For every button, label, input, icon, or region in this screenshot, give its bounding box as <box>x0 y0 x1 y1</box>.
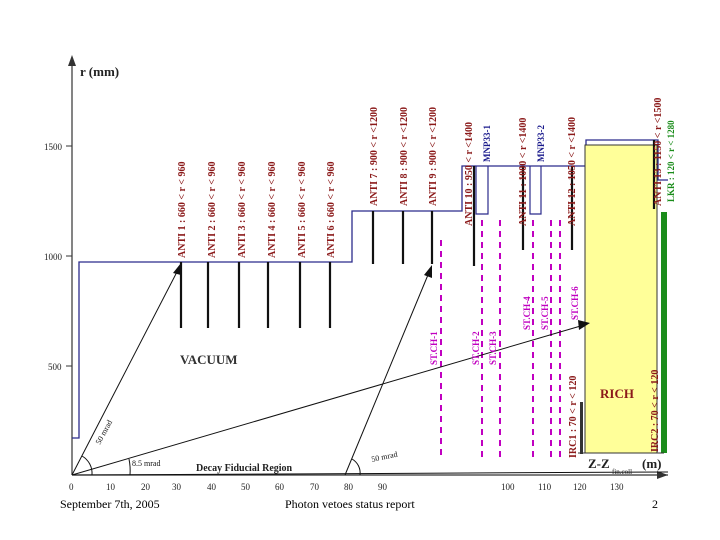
mnp-labels: MNP33-1 MNP33-2 <box>482 125 546 162</box>
ray-arrow-icon <box>424 265 432 278</box>
x-tick-label: 30 <box>172 482 182 492</box>
x-tick-label: 10 <box>106 482 116 492</box>
anti-labels: ANTI 1 : 660 < r < 960 ANTI 2 : 660 < r … <box>177 98 664 258</box>
angle-arc <box>351 458 361 476</box>
anti-label: ANTI 7 : 900 < r <1200 <box>369 107 380 206</box>
x-axis-unit: (m) <box>642 456 662 471</box>
mnp-label: MNP33-2 <box>536 125 546 162</box>
st-ch-label: ST.CH-5 <box>540 296 550 330</box>
anti-label: ANTI 2 : 660 < r < 960 <box>207 162 218 259</box>
st-ch-label: ST.CH-4 <box>522 296 532 330</box>
anti-label: ANTI 1 : 660 < r < 960 <box>177 162 188 259</box>
mnp33-2-notch <box>529 166 542 215</box>
ray-arrow-icon <box>173 263 181 275</box>
x-tick-label: 40 <box>207 482 217 492</box>
x-tick-label: 130 <box>610 482 624 492</box>
x-axis-label: Z-Z <box>588 456 610 471</box>
irc-label: IRC2 : 70 < r < 120 <box>650 370 661 452</box>
x-axis-arrow-icon <box>657 471 668 479</box>
angle-label: 50 mrad <box>371 450 399 464</box>
footer-date: September 7th, 2005 <box>60 497 160 511</box>
st-ch-label: ST.CH-3 <box>488 331 498 365</box>
rich-vessel <box>584 144 658 454</box>
mnp33-1-notch <box>475 166 489 215</box>
lkr-label: LKR : 120 < r < 1280 <box>666 120 676 202</box>
angle-arc <box>128 458 131 476</box>
anti-label: ANTI 10 : 950 < r <1400 <box>464 122 475 226</box>
x-tick-label: 120 <box>573 482 587 492</box>
x-tick-label: 20 <box>141 482 151 492</box>
x-tick-label: 0 <box>69 482 74 492</box>
anti-label: ANTI 5 : 660 < r < 960 <box>297 162 308 259</box>
vacuum-tank-outline <box>72 139 668 439</box>
y-tick-label: 1500 <box>44 142 63 152</box>
vacuum-label: VACUUM <box>180 352 238 367</box>
fiducial-region-label: Decay Fiducial Region <box>196 463 293 474</box>
beam-rays <box>71 267 669 476</box>
anti-label: ANTI 9 : 900 < r <1200 <box>428 107 439 206</box>
x-tick-label: 70 <box>310 482 320 492</box>
x-ticks: 0 10 20 30 40 50 60 70 80 90 100 110 120… <box>69 482 624 492</box>
x-tick-label: 110 <box>538 482 552 492</box>
anti-label: ANTI 6 : 660 < r < 960 <box>326 162 337 259</box>
angle-label: 8.5 mrad <box>132 459 160 468</box>
y-axis-label: r (mm) <box>80 64 119 79</box>
irc-label: IRC1 : 70 < r < 120 <box>568 376 579 458</box>
anti-label: ANTI 13 : 1150 < r <1500 <box>653 98 664 206</box>
st-ch-labels: ST.CH-1 ST.CH-2 ST.CH-3 ST.CH-4 ST.CH-5 … <box>429 286 580 365</box>
x-tick-label: 90 <box>378 482 388 492</box>
anti-label: ANTI 4 : 660 < r < 960 <box>267 162 278 259</box>
ray-arrow-icon <box>578 320 590 330</box>
x-tick-label: 80 <box>344 482 354 492</box>
y-tick-label: 500 <box>48 362 62 372</box>
anti-label: ANTI 12 : 1050 < r <1400 <box>567 117 578 226</box>
x-tick-label: 50 <box>241 482 251 492</box>
y-tick-label: 1000 <box>44 252 63 262</box>
anti-label: ANTI 3 : 660 < r < 960 <box>237 162 248 259</box>
anti-label: ANTI 8 : 900 < r <1200 <box>399 107 410 206</box>
irc1-detector <box>580 402 583 454</box>
y-axis-arrow-icon <box>68 55 76 66</box>
st-ch-label: ST.CH-1 <box>429 331 439 365</box>
anti-label: ANTI 11 : 1000 < r <1400 <box>518 118 529 226</box>
angle-arc <box>81 455 93 476</box>
angle-label: 50 mrad <box>94 418 114 446</box>
mnp-label: MNP33-1 <box>482 125 492 162</box>
footer-title: Photon vetoes status report <box>285 497 415 511</box>
rich-label: RICH <box>600 386 634 401</box>
st-ch-label: ST.CH-2 <box>471 331 481 365</box>
anti-bars <box>179 140 656 328</box>
x-tick-label: 60 <box>275 482 285 492</box>
st-ch-label: ST.CH-6 <box>570 286 580 320</box>
footer-page-number: 2 <box>652 497 658 511</box>
straw-chambers <box>440 220 561 460</box>
x-tick-label: 100 <box>501 482 515 492</box>
irc-labels: IRC1 : 70 < r < 120 IRC2 : 70 < r < 120 <box>568 370 661 458</box>
